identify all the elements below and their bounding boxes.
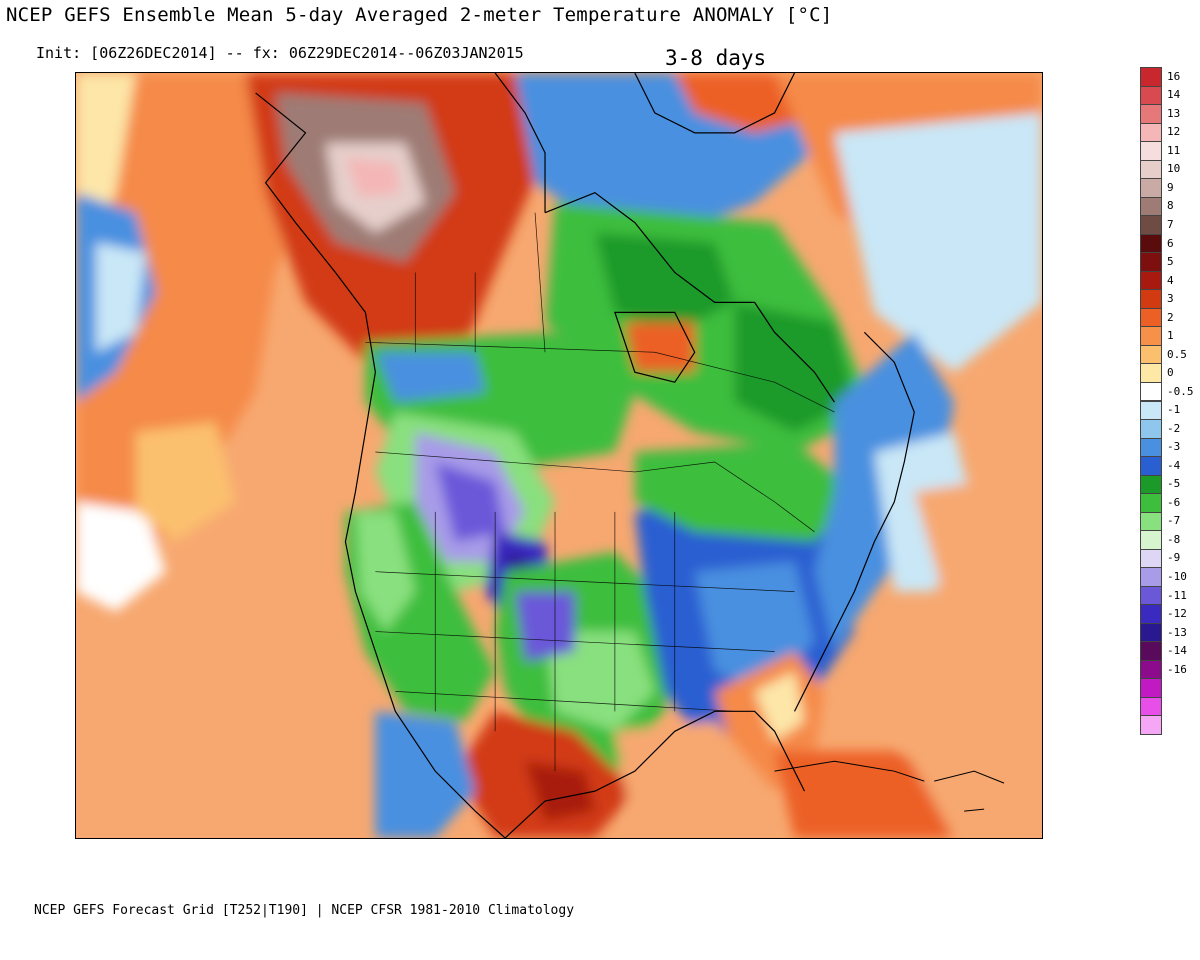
anomaly-field (76, 73, 1042, 838)
colorbar-swatch (1140, 567, 1162, 587)
colorbar-tick-label: -16 (1167, 662, 1187, 676)
colorbar-tick-label: -7 (1167, 514, 1181, 528)
colorbar-swatch (1140, 456, 1162, 476)
init-forecast-line: Init: [06Z26DEC2014] -- fx: 06Z29DEC2014… (36, 44, 524, 62)
colorbar-swatch (1140, 715, 1162, 735)
colorbar-swatch (1140, 196, 1162, 217)
colorbar-swatch (1140, 659, 1162, 680)
colorbar-tick-label: 12 (1167, 125, 1181, 139)
colorbar-tick-label: -14 (1167, 644, 1187, 658)
colorbar-tick-label: 11 (1167, 143, 1181, 157)
colorbar-tick-label: -6 (1167, 495, 1181, 509)
colorbar-swatch (1140, 85, 1162, 106)
colorbar-tick-label: 1 (1167, 329, 1174, 343)
colorbar-swatch (1140, 493, 1162, 513)
colorbar-tick-label: -1 (1167, 403, 1181, 417)
colorbar-swatch (1140, 474, 1162, 495)
colorbar-swatch (1140, 122, 1162, 143)
colorbar-tick-label: -3 (1167, 440, 1181, 454)
colorbar-tick-label: 4 (1167, 273, 1174, 287)
colorbar-tick-label: -13 (1167, 625, 1187, 639)
colorbar-tick-label: -4 (1167, 458, 1181, 472)
colorbar-tick-label: 0 (1167, 366, 1174, 380)
colorbar-swatch (1140, 548, 1162, 569)
temperature-colorbar (1140, 67, 1162, 735)
colorbar-tick-label: 6 (1167, 236, 1174, 250)
colorbar-swatch (1140, 696, 1162, 717)
colorbar-tick-label: -12 (1167, 607, 1187, 621)
colorbar-tick-label: 0.5 (1167, 347, 1187, 361)
colorbar-swatch (1140, 178, 1162, 198)
colorbar-swatch (1140, 252, 1162, 272)
temperature-anomaly-map (75, 72, 1043, 839)
colorbar-swatch (1140, 604, 1162, 624)
colorbar-tick-label: 7 (1167, 217, 1174, 231)
colorbar-swatch (1140, 419, 1162, 439)
colorbar-swatch (1140, 641, 1162, 661)
colorbar-swatch (1140, 67, 1162, 87)
colorbar-swatch (1140, 400, 1162, 421)
map-canvas (76, 73, 1042, 838)
colorbar-tick-label: -2 (1167, 421, 1181, 435)
colorbar-tick-label: -10 (1167, 570, 1187, 583)
colorbar-swatch (1140, 104, 1162, 124)
coastlines (255, 73, 915, 838)
forecast-period-label: 3-8 days (665, 46, 767, 70)
colorbar-swatch (1140, 141, 1162, 161)
colorbar-swatch (1140, 678, 1162, 698)
colorbar-swatch (1140, 215, 1162, 235)
colorbar-tick-label: 5 (1167, 255, 1174, 269)
colorbar-swatch (1140, 289, 1162, 309)
colorbar-swatch (1140, 381, 1162, 402)
colorbar-tick-label: 9 (1167, 180, 1174, 194)
colorbar-swatch (1140, 307, 1162, 328)
colorbar-swatch (1140, 159, 1162, 180)
colorbar-swatch (1140, 530, 1162, 550)
colorbar-tick-label: 10 (1167, 162, 1181, 176)
colorbar-tick-label: 8 (1167, 199, 1174, 213)
colorbar-swatch (1140, 233, 1162, 254)
colorbar-tick-label: 3 (1167, 292, 1174, 306)
political-borders (365, 212, 835, 772)
colorbar-tick-label: -0.5 (1167, 384, 1194, 398)
colorbar-swatch (1140, 437, 1162, 458)
colorbar-tick-label: -11 (1167, 588, 1187, 602)
colorbar-tick-label: 13 (1167, 106, 1181, 120)
colorbar-tick-label: 2 (1167, 310, 1174, 324)
colorbar-tick-label: 14 (1167, 88, 1181, 102)
footer-source-note: NCEP GEFS Forecast Grid [T252|T190] | NC… (34, 903, 575, 918)
colorbar-swatch (1140, 622, 1162, 643)
colorbar-swatch (1140, 326, 1162, 346)
colorbar-tick-label: -9 (1167, 551, 1181, 565)
colorbar-swatch (1140, 270, 1162, 291)
colorbar-swatch (1140, 585, 1162, 606)
map-title: NCEP GEFS Ensemble Mean 5-day Averaged 2… (6, 4, 833, 26)
colorbar-tick-label: 16 (1167, 69, 1181, 83)
colorbar-swatch (1140, 344, 1162, 365)
colorbar-tick-label: -8 (1167, 532, 1181, 546)
colorbar-swatch (1140, 363, 1162, 383)
caribbean-islands (774, 760, 1005, 812)
colorbar-tick-label: -5 (1167, 477, 1181, 491)
colorbar-swatch (1140, 511, 1162, 532)
